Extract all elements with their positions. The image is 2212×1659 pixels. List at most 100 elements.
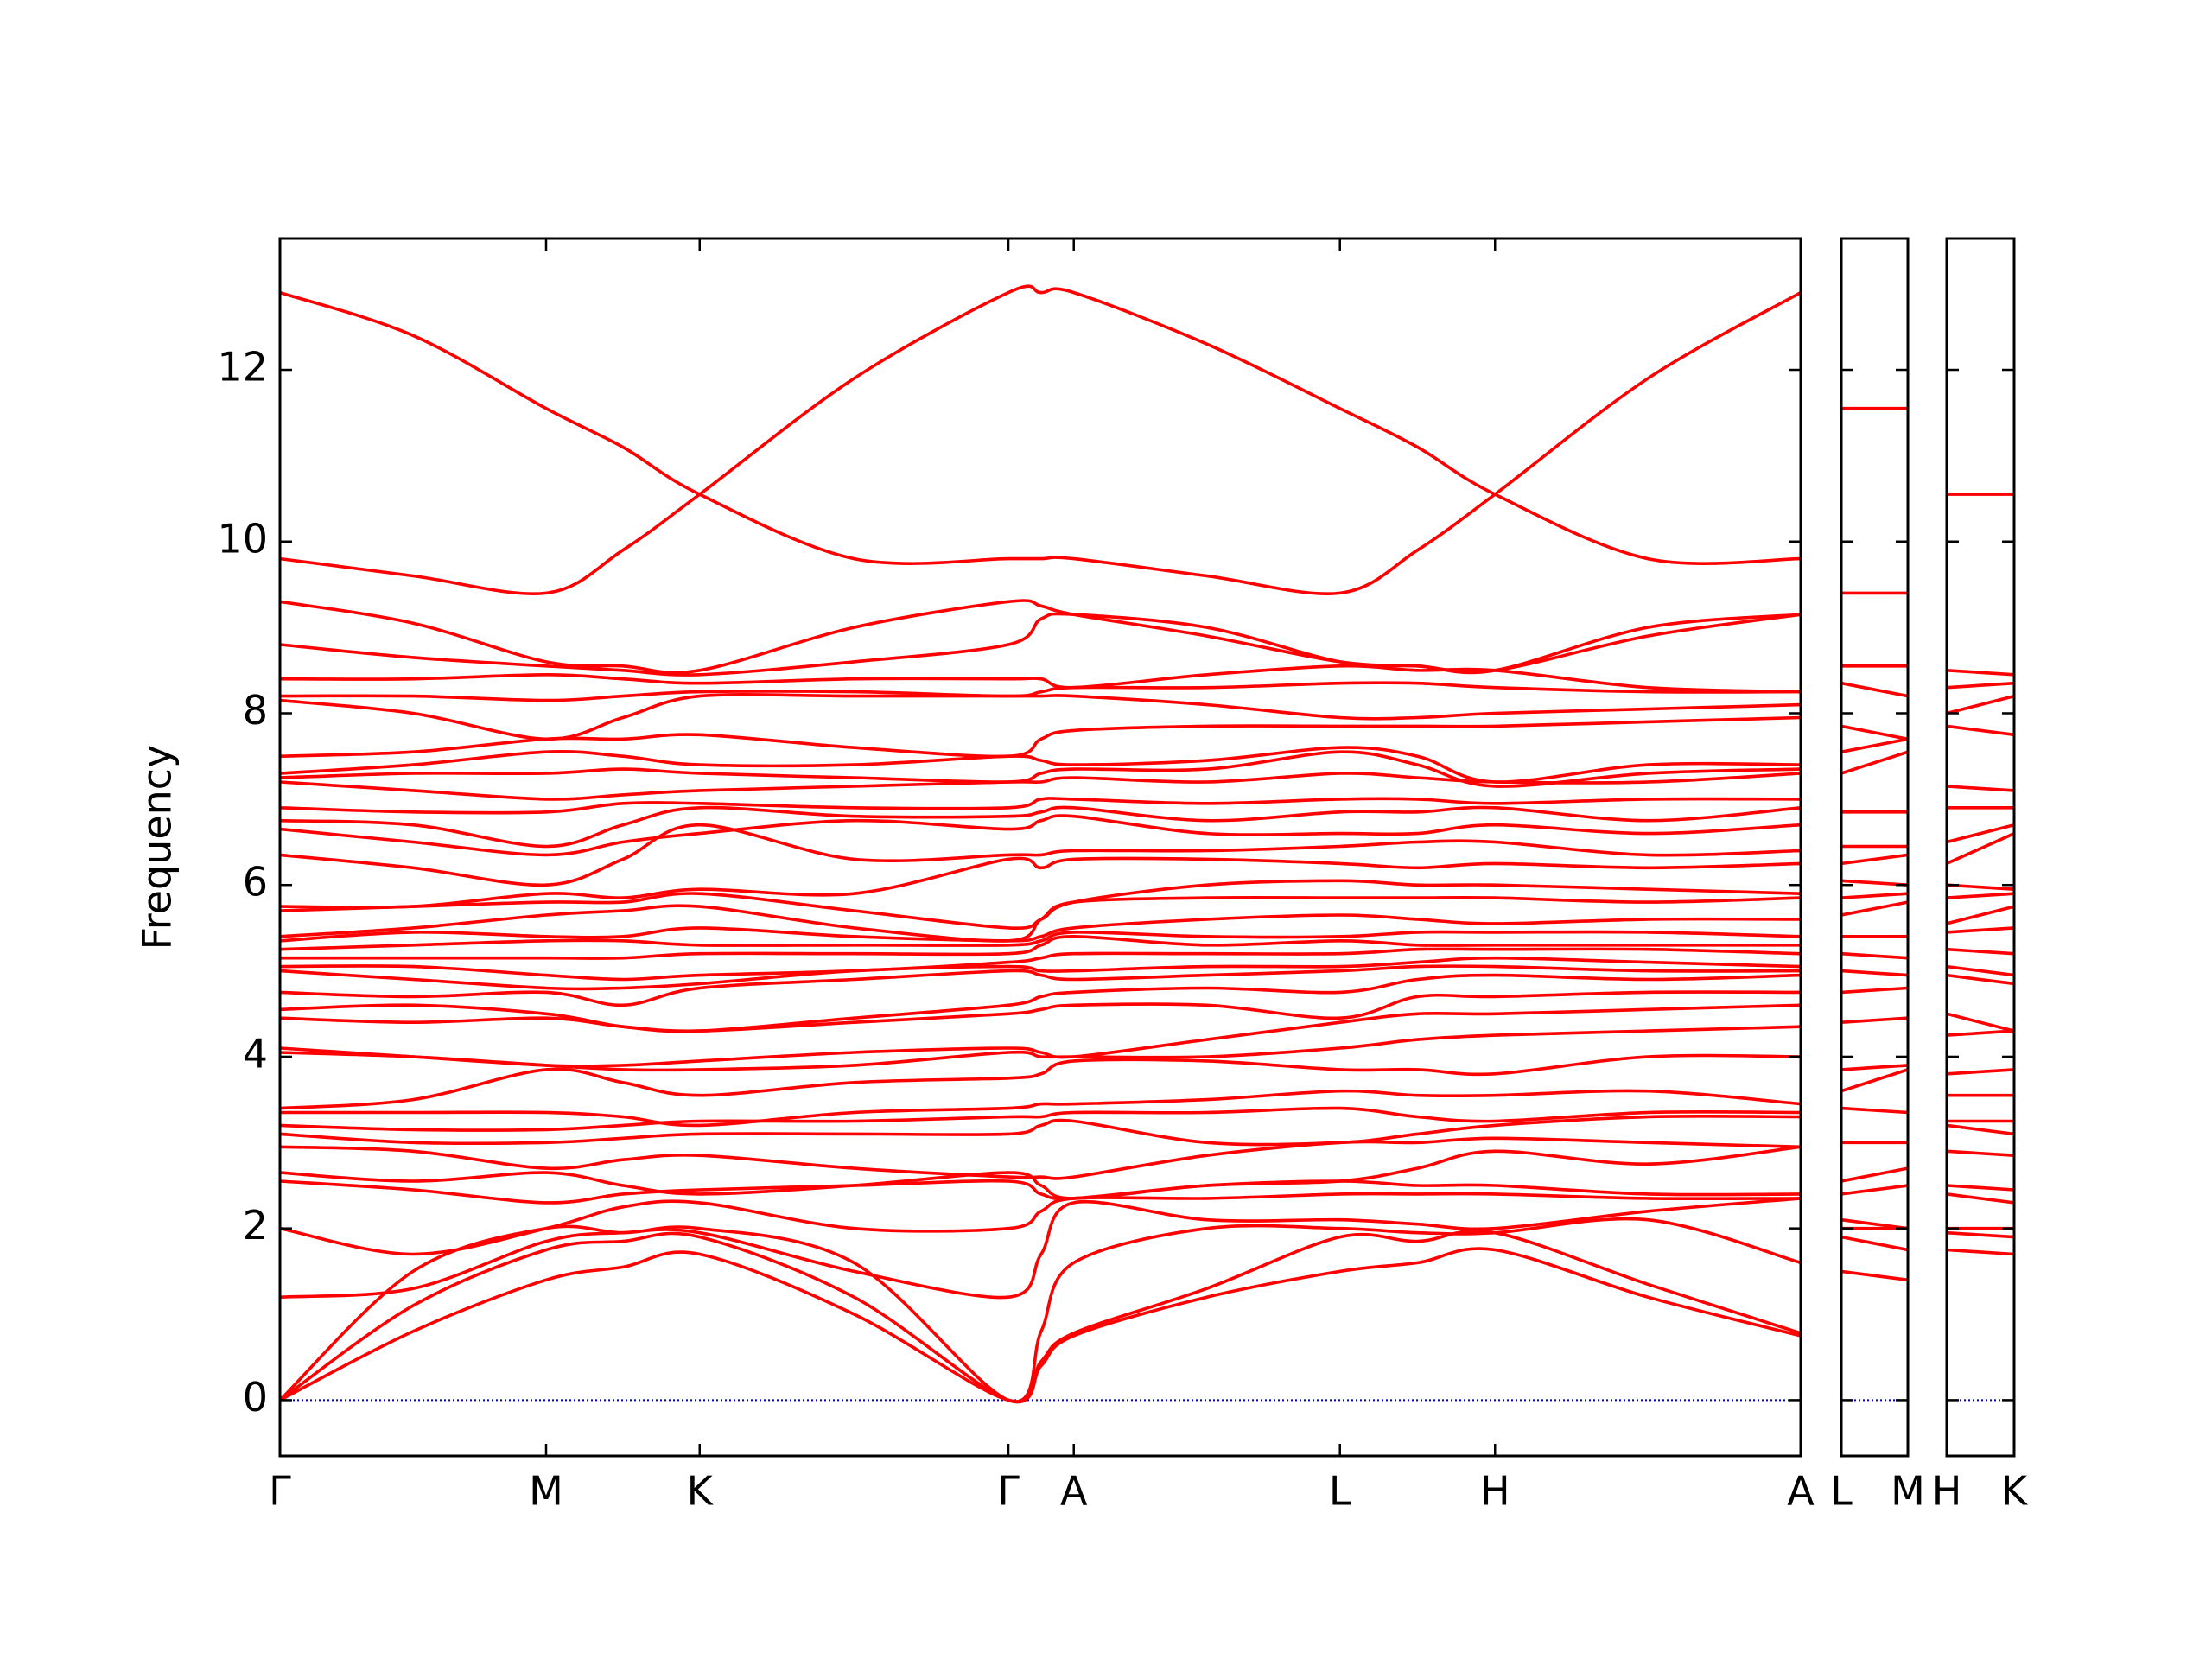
band bbox=[280, 879, 1801, 930]
band bbox=[1841, 1068, 1908, 1093]
band bbox=[1947, 724, 2014, 737]
band bbox=[1841, 900, 1908, 917]
y-tick-label: 10 bbox=[217, 515, 268, 562]
y-tick-label: 0 bbox=[243, 1374, 268, 1421]
band bbox=[280, 284, 1801, 595]
band bbox=[280, 930, 1801, 951]
band bbox=[280, 814, 1801, 857]
y-tick-label: 4 bbox=[243, 1030, 268, 1077]
band bbox=[1947, 1248, 2014, 1256]
band bbox=[1841, 986, 1908, 995]
band bbox=[1841, 892, 1908, 899]
band bbox=[1947, 1068, 2014, 1076]
band bbox=[1947, 694, 2014, 715]
band bbox=[1841, 1184, 1908, 1196]
band bbox=[1947, 926, 2014, 934]
x-tick-label: K bbox=[687, 1468, 715, 1515]
band bbox=[280, 715, 1801, 759]
band bbox=[1947, 1192, 2014, 1205]
band bbox=[1947, 1029, 2014, 1037]
band bbox=[1947, 892, 2014, 899]
band bbox=[280, 1089, 1801, 1128]
band bbox=[1947, 785, 2014, 792]
band bbox=[280, 750, 1801, 788]
band bbox=[280, 692, 1801, 741]
y-axis-label: Frequency bbox=[134, 745, 181, 950]
band bbox=[1947, 1123, 2014, 1136]
band bbox=[280, 935, 1801, 960]
axes-frame bbox=[1945, 237, 2016, 1458]
band bbox=[1841, 1269, 1908, 1282]
band bbox=[1947, 905, 2014, 925]
band bbox=[1947, 1184, 2014, 1192]
x-tick-label: A bbox=[1060, 1468, 1088, 1515]
y-tick-label: 6 bbox=[243, 859, 268, 906]
band bbox=[1947, 973, 2014, 986]
band bbox=[280, 964, 1801, 1007]
band bbox=[1841, 1217, 1908, 1230]
band bbox=[1841, 853, 1908, 866]
band bbox=[1841, 951, 1908, 960]
band bbox=[280, 947, 1801, 982]
band bbox=[280, 1192, 1801, 1256]
band bbox=[1947, 964, 2014, 977]
band bbox=[1947, 1230, 2014, 1239]
band bbox=[280, 973, 1801, 1033]
x-tick-label: L bbox=[1329, 1468, 1351, 1515]
x-tick-label: M bbox=[529, 1468, 563, 1515]
x-tick-label: Γ bbox=[997, 1468, 1020, 1515]
axes-frame bbox=[1840, 237, 1910, 1458]
x-tick-label: L bbox=[1830, 1468, 1853, 1515]
band bbox=[1841, 1235, 1908, 1252]
band bbox=[280, 681, 1801, 702]
band bbox=[280, 1003, 1801, 1068]
band bbox=[1841, 750, 1908, 775]
x-tick-label: A bbox=[1787, 1468, 1815, 1515]
band bbox=[1841, 1016, 1908, 1024]
band bbox=[1947, 681, 2014, 690]
band bbox=[280, 1247, 1801, 1403]
band bbox=[280, 612, 1801, 677]
band bbox=[1841, 1106, 1908, 1115]
x-tick-label: K bbox=[2001, 1468, 2029, 1515]
band bbox=[1841, 681, 1908, 698]
band bbox=[1841, 1166, 1908, 1183]
band bbox=[280, 956, 1801, 991]
band bbox=[280, 746, 1801, 784]
plot-area bbox=[280, 284, 1801, 1404]
band bbox=[280, 856, 1801, 909]
band bbox=[1841, 737, 1908, 753]
band bbox=[1947, 1012, 2014, 1033]
band bbox=[280, 664, 1801, 694]
band bbox=[1947, 947, 2014, 956]
band bbox=[280, 990, 1801, 1033]
band bbox=[280, 823, 1801, 887]
band bbox=[280, 1053, 1801, 1110]
x-tick-label: H bbox=[1480, 1468, 1510, 1515]
y-tick-label: 12 bbox=[217, 344, 268, 391]
band bbox=[1947, 669, 2014, 677]
band bbox=[280, 772, 1801, 801]
band bbox=[1841, 969, 1908, 977]
plot-area bbox=[1947, 493, 2014, 1402]
band bbox=[1947, 823, 2014, 844]
band bbox=[280, 1114, 1801, 1147]
band bbox=[1947, 1149, 2014, 1157]
x-tick-label: M bbox=[1891, 1468, 1925, 1515]
x-tick-label: Γ bbox=[269, 1468, 291, 1515]
band bbox=[1841, 1064, 1908, 1071]
band bbox=[280, 797, 1801, 815]
band bbox=[1841, 724, 1908, 741]
band bbox=[280, 1145, 1801, 1200]
axes-frame bbox=[278, 237, 1802, 1458]
band bbox=[280, 599, 1801, 675]
band bbox=[280, 1217, 1801, 1403]
band bbox=[280, 805, 1801, 849]
band bbox=[280, 1179, 1801, 1205]
x-tick-label: H bbox=[1932, 1468, 1962, 1515]
plot-area bbox=[1841, 406, 1908, 1402]
band bbox=[1947, 831, 2014, 866]
y-tick-label: 2 bbox=[243, 1202, 268, 1249]
band bbox=[280, 1136, 1801, 1180]
